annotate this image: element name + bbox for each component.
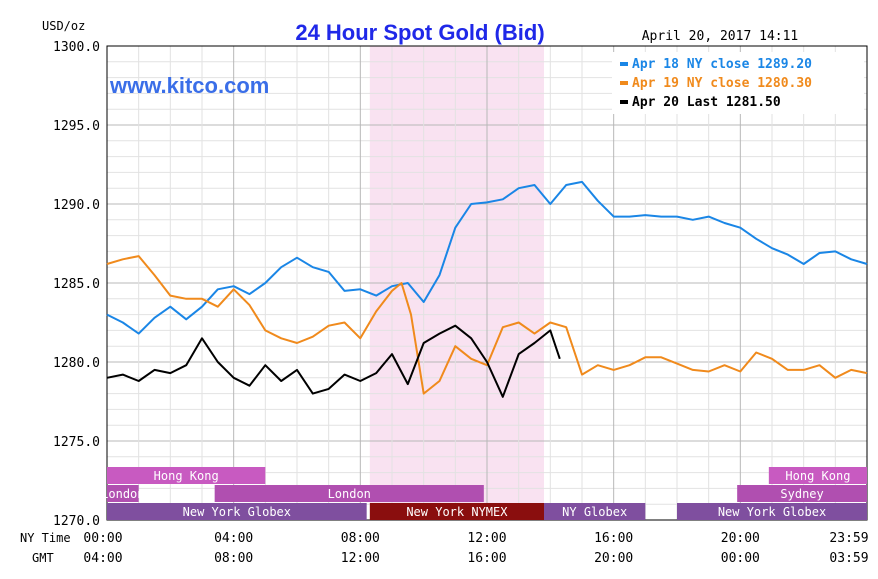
y-axis-ticks: 1300.0 1295.0 1290.0 1285.0 1280.0 1275.0 1270…	[53, 40, 100, 529]
y-tick-label: 1290.0	[53, 198, 100, 213]
market-sessions: Hong Kong Hong Kong London London Sydney New …	[101, 467, 867, 520]
session-bar	[737, 485, 867, 502]
legend-entry: Apr 19 NY close 1280.30	[632, 76, 812, 91]
x-tick-label-ny: 16:00	[594, 531, 633, 546]
y-axis-label: USD/oz	[42, 19, 85, 33]
session-label: Sydney	[780, 487, 823, 501]
session-bar	[677, 503, 867, 520]
legend-entry: Apr 18 NY close 1289.20	[632, 57, 812, 72]
legend-swatch	[620, 81, 628, 85]
y-tick-label: 1300.0	[53, 40, 100, 55]
x-tick-label-ny: 12:00	[467, 531, 506, 546]
session-label: New York NYMEX	[406, 505, 508, 519]
session-label: New York Globex	[183, 505, 291, 519]
x-axis-caption-gmt: GMT	[32, 551, 54, 565]
legend-swatch	[620, 62, 628, 66]
session-label: Hong Kong	[154, 469, 219, 483]
session-bar	[768, 467, 867, 484]
x-tick-label-ny: 04:00	[214, 531, 253, 546]
y-tick-label: 1280.0	[53, 356, 100, 371]
series-line	[106, 180, 868, 335]
x-tick-label-gmt: 03:59	[829, 551, 868, 566]
x-tick-label-gmt: 00:00	[721, 551, 760, 566]
x-tick-label-ny: 20:00	[721, 531, 760, 546]
x-tick-label-gmt: 12:00	[341, 551, 380, 566]
y-tick-label: 1295.0	[53, 119, 100, 134]
legend: Apr 18 NY close 1289.20 Apr 19 NY close 1…	[620, 57, 812, 110]
series-line	[106, 324, 561, 398]
x-axis-ticks: 00:00 04:00 04:00 08:00 08:00 12:00 12:00 16:00…	[83, 531, 868, 566]
session-bar	[107, 467, 266, 484]
legend-entry: Apr 20 Last 1281.50	[632, 95, 781, 110]
x-axis-caption-ny: NY Time	[20, 531, 71, 545]
x-tick-label-ny: 23:59	[829, 531, 868, 546]
legend-swatch	[620, 100, 628, 104]
session-bar	[107, 503, 367, 520]
session-label: London	[101, 487, 144, 501]
timestamp: April 20, 2017 14:11	[642, 29, 799, 44]
watermark: www.kitco.com	[109, 73, 269, 98]
price-series	[106, 180, 868, 398]
y-tick-label: 1270.0	[53, 514, 100, 529]
series-line	[106, 255, 868, 395]
x-tick-label-gmt: 16:00	[467, 551, 506, 566]
session-label: NY Globex	[562, 505, 627, 519]
x-tick-label-ny: 00:00	[83, 531, 122, 546]
x-tick-label-gmt: 04:00	[83, 551, 122, 566]
session-label: New York Globex	[718, 505, 826, 519]
session-bar	[107, 485, 139, 502]
legend-box	[612, 52, 864, 114]
session-bar	[214, 485, 484, 502]
session-bar	[369, 503, 544, 520]
session-label: London	[328, 487, 371, 501]
session-label: Hong Kong	[785, 469, 850, 483]
session-bar	[544, 503, 646, 520]
x-tick-label-ny: 08:00	[341, 531, 380, 546]
y-tick-label: 1275.0	[53, 435, 100, 450]
x-tick-label-gmt: 08:00	[214, 551, 253, 566]
y-tick-label: 1285.0	[53, 277, 100, 292]
chart-title: 24 Hour Spot Gold (Bid)	[295, 20, 544, 45]
x-tick-label-gmt: 20:00	[594, 551, 633, 566]
